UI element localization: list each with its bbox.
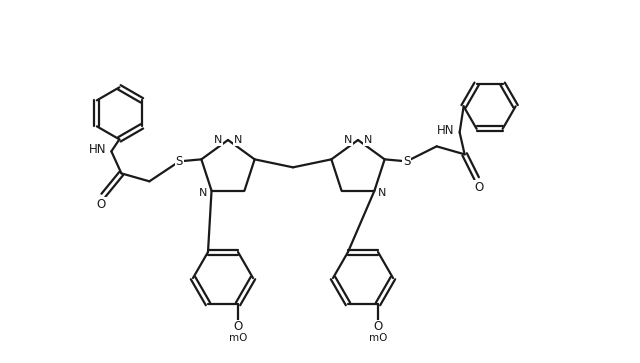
Text: N: N [234,135,242,145]
Text: N: N [364,135,372,145]
Text: N: N [199,188,208,197]
Text: S: S [403,155,410,168]
Text: S: S [176,155,183,168]
Text: N: N [344,135,352,145]
Text: HN: HN [437,124,454,137]
Text: O: O [234,321,243,334]
Text: mO: mO [229,333,247,343]
Text: mO: mO [369,333,387,343]
Text: O: O [97,198,106,211]
Text: O: O [373,321,383,334]
Text: N: N [214,135,222,145]
Text: HN: HN [88,143,106,156]
Text: N: N [378,188,387,197]
Text: O: O [474,181,483,194]
